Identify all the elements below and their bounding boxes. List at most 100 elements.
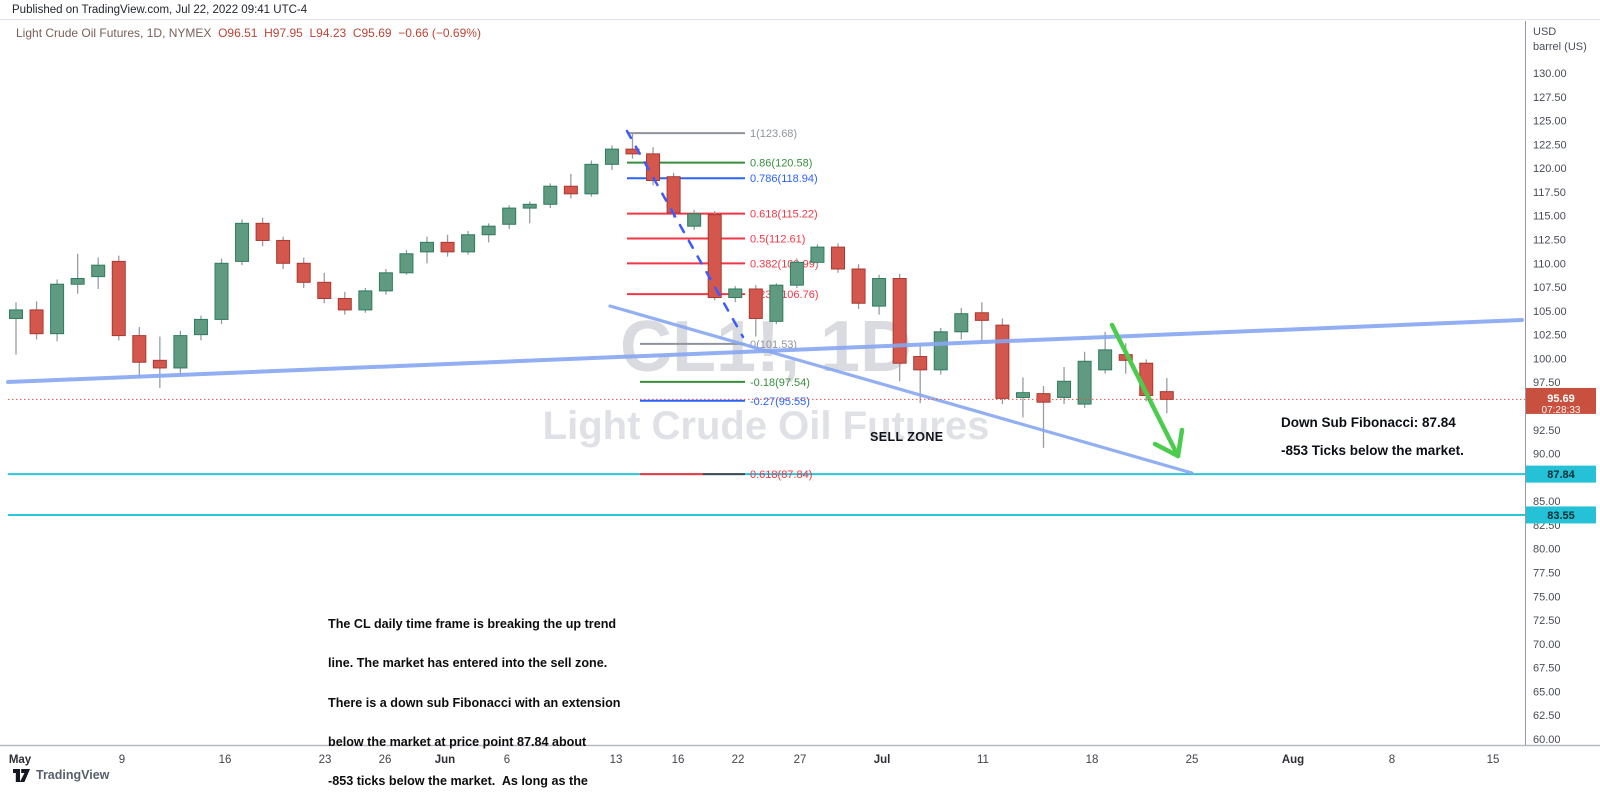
tradingview-brand-text: TradingView	[36, 768, 110, 782]
candle	[933, 331, 948, 371]
change-value: −0.66 (−0.69%)	[398, 26, 481, 40]
sell-zone-label: SELL ZONE	[870, 430, 944, 444]
horizontal-price-lines	[8, 473, 1525, 516]
down-arrow	[1109, 322, 1185, 459]
symbol-title: Light Crude Oil Futures, 1D, NYMEX	[16, 26, 212, 40]
paragraph-line: There is a down sub Fibonacci with an ex…	[328, 695, 621, 710]
time-tick-label: 16	[672, 754, 685, 766]
price-tick-label: 67.50	[1533, 663, 1561, 675]
time-axis[interactable]: May 9 16 23 26 Jun 6 13 16 22 27 Jul 11 18 25 Aug 8 15	[0, 744, 1600, 767]
time-tick-label: 9	[119, 754, 125, 766]
candle	[769, 284, 784, 322]
candle	[974, 312, 989, 321]
candle	[461, 234, 476, 253]
current-price-badge	[1526, 387, 1596, 414]
candle	[831, 246, 845, 270]
time-tick-label: 13	[610, 754, 623, 766]
candle	[173, 335, 188, 369]
candle	[1159, 391, 1174, 400]
tradingview-logo-icon	[13, 768, 30, 782]
paragraph-line: The CL daily time frame is breaking the …	[328, 617, 617, 632]
svg-text:0.382(109.99): 0.382(109.99)	[750, 258, 819, 270]
candle	[707, 214, 722, 299]
candle	[604, 148, 619, 165]
candle	[851, 268, 866, 304]
price-tick-label: 122.50	[1533, 139, 1567, 151]
time-tick-label: 16	[219, 754, 232, 766]
candle	[111, 260, 126, 337]
time-tick-label: May	[9, 754, 32, 766]
time-tick-label: 22	[732, 754, 745, 766]
candle	[1098, 349, 1113, 371]
symbol-legend: Light Crude Oil Futures, 1D, NYMEX O96.5…	[16, 26, 481, 40]
fibonacci-note-line2: -853 Ticks below the market.	[1281, 443, 1464, 458]
candle	[337, 297, 352, 311]
time-tick-label: 8	[1389, 754, 1395, 766]
candle	[522, 203, 537, 209]
price-tick-label: 107.50	[1533, 282, 1567, 294]
candle	[152, 359, 167, 369]
published-bar: Published on TradingView.com, Jul 22, 20…	[0, 0, 1600, 20]
candle	[728, 288, 743, 299]
price-tick-label: 72.50	[1533, 615, 1561, 627]
candle	[358, 290, 373, 311]
candle	[563, 185, 578, 195]
analysis-text-note: The CL daily time frame is breaking the …	[328, 592, 629, 804]
time-tick-label: 23	[319, 754, 332, 766]
time-tick-label: Jul	[874, 754, 891, 766]
candle	[29, 309, 44, 335]
candle	[91, 264, 106, 278]
tradingview-footer[interactable]: TradingView	[13, 768, 109, 782]
price-tick-label: 80.00	[1533, 544, 1561, 556]
price-tick-label: 130.00	[1533, 68, 1567, 80]
candle	[687, 213, 702, 227]
candle	[810, 246, 825, 263]
candle	[70, 278, 85, 285]
candle	[317, 281, 332, 299]
candle	[440, 241, 455, 253]
svg-text:95.69: 95.69	[1547, 393, 1575, 405]
candle	[872, 278, 887, 307]
candle	[748, 288, 763, 319]
candle	[9, 309, 23, 319]
fibonacci-note-line1: Down Sub Fibonacci: 87.84	[1281, 415, 1456, 430]
candle	[399, 253, 414, 274]
svg-text:-0.27(95.55): -0.27(95.55)	[750, 396, 810, 408]
candle	[296, 262, 311, 283]
svg-text:0.86(120.58): 0.86(120.58)	[750, 158, 812, 170]
candle	[502, 207, 517, 225]
svg-text:0.236(106.76): 0.236(106.76)	[750, 289, 819, 301]
price-tick-label: 97.50	[1533, 377, 1561, 389]
svg-text:USD: USD	[1533, 26, 1556, 38]
paragraph-line: line. The market has entered into the se…	[328, 656, 608, 671]
price-tick-label: 90.00	[1533, 449, 1561, 461]
price-tick-label: 65.00	[1533, 686, 1561, 698]
candle	[892, 278, 907, 364]
alert-price-badge	[1526, 465, 1596, 483]
time-tick-label: Jun	[435, 754, 455, 766]
candle	[132, 335, 147, 363]
ohlc-values: O96.51 H97.95 L94.23 C95.69	[218, 26, 392, 40]
price-tick-label: 70.00	[1533, 639, 1561, 651]
price-axis[interactable]: USD barrel (US) 130.00 127.50 125.00 122.50 12…	[1525, 21, 1587, 746]
price-tick-label: 62.50	[1533, 710, 1561, 722]
price-tick-label: 92.50	[1533, 425, 1561, 437]
price-tick-label: 60.00	[1533, 734, 1561, 746]
candle	[1036, 393, 1051, 403]
candle	[193, 318, 208, 336]
paragraph-line: -853 ticks below the market. As long as …	[328, 774, 588, 789]
candle	[1057, 380, 1072, 398]
svg-text:0.786(118.94): 0.786(118.94)	[750, 173, 818, 185]
candle	[255, 222, 270, 241]
price-tick-label: 115.00	[1533, 211, 1566, 223]
svg-text:barrel (US): barrel (US)	[1533, 41, 1587, 53]
published-text: Published on TradingView.com, Jul 22, 20…	[12, 4, 308, 16]
candle	[481, 225, 496, 236]
candle	[1015, 392, 1030, 398]
price-tick-label: 120.00	[1533, 163, 1567, 175]
down-trendline	[608, 304, 1194, 475]
candle	[420, 241, 434, 253]
